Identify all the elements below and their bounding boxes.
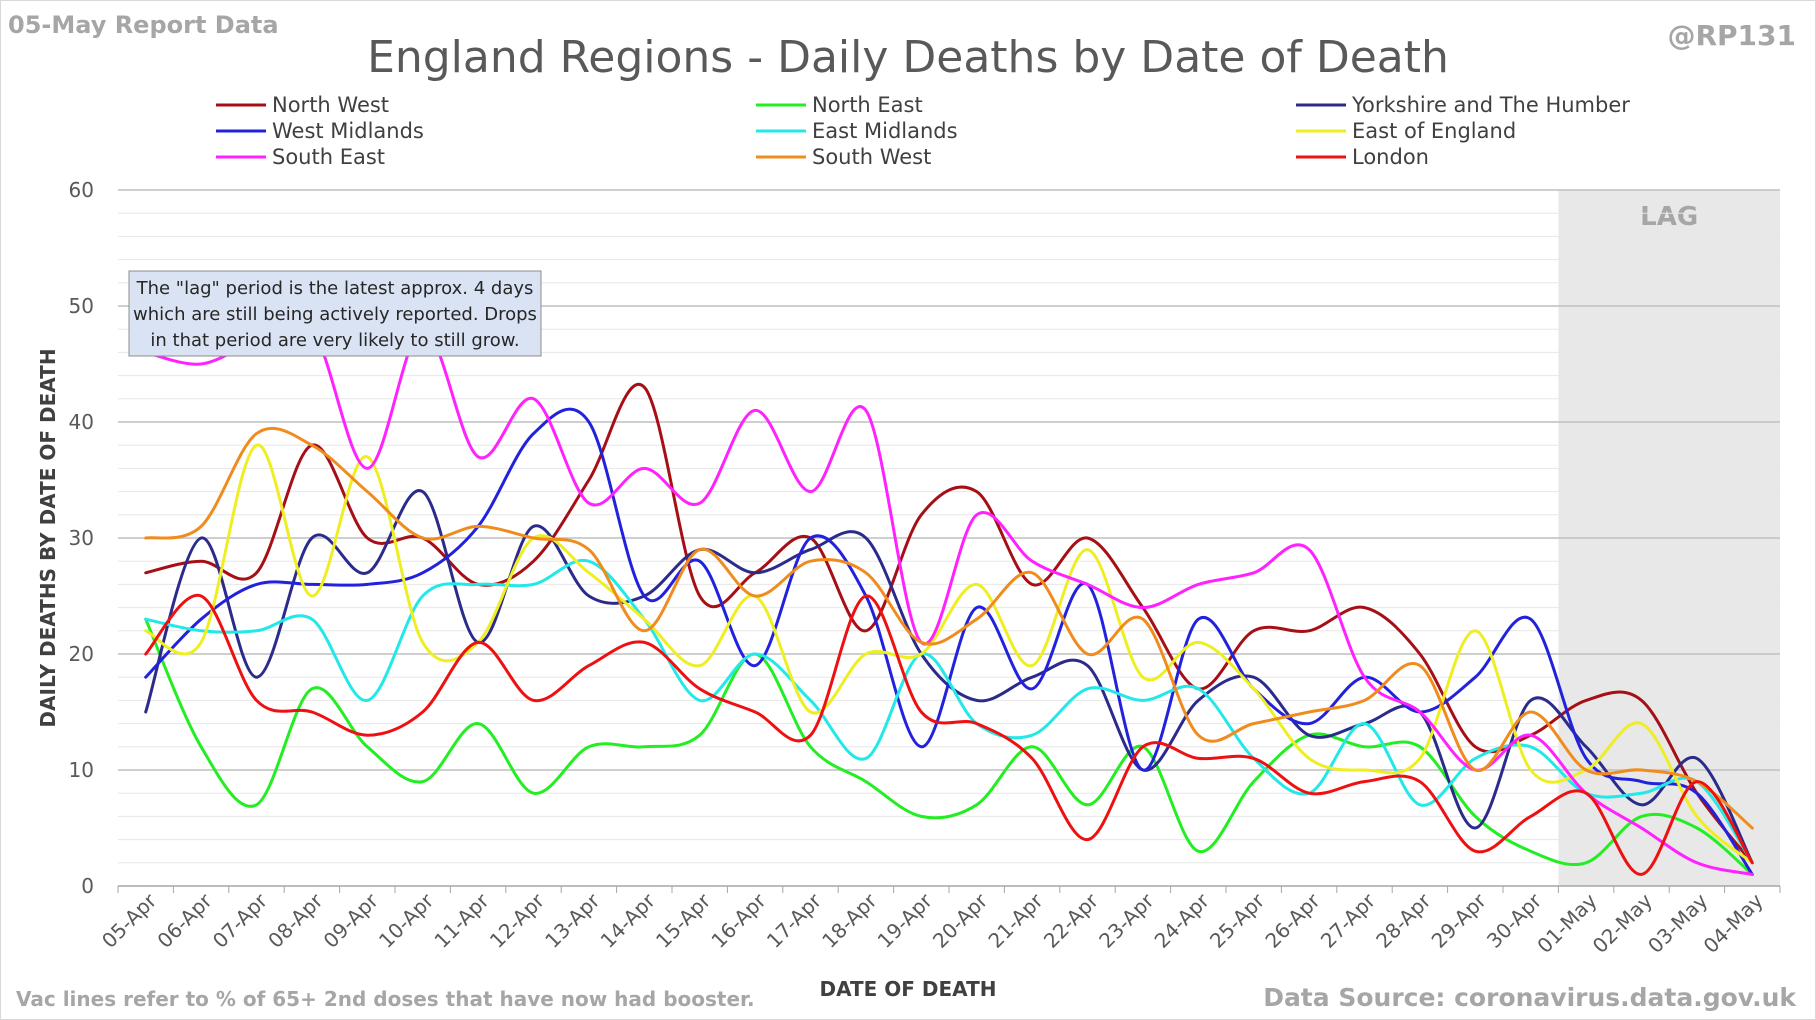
series-line-south-west xyxy=(144,426,1754,830)
y-tick-label: 30 xyxy=(69,526,94,550)
report-date-label: 05-May Report Data xyxy=(8,11,279,39)
x-axis-title: DATE OF DEATH xyxy=(820,977,997,1001)
y-axis-title: DAILY DEATHS BY DATE OF DEATH xyxy=(36,348,60,727)
legend-label-north-east: North East xyxy=(812,93,923,117)
handle-label: @RP131 xyxy=(1667,19,1796,52)
chart-title: England Regions - Daily Deaths by Date o… xyxy=(367,32,1449,83)
series-lines xyxy=(144,319,1754,876)
y-tick-label: 0 xyxy=(81,874,94,898)
lag-label: LAG xyxy=(1640,202,1698,232)
series-line-east-of-england xyxy=(144,443,1754,865)
legend-label-west-midlands: West Midlands xyxy=(272,119,424,143)
legend-label-south-east: South East xyxy=(272,145,385,169)
series-line-london xyxy=(144,593,1754,876)
y-tick-label: 60 xyxy=(69,178,94,202)
lag-note-line-1: The "lag" period is the latest approx. 4… xyxy=(136,278,534,299)
data-source: Data Source: coronavirus.data.gov.uk xyxy=(1263,983,1797,1012)
series-line-north-east xyxy=(144,617,1754,876)
legend-label-south-west: South West xyxy=(812,145,931,169)
legend-label-yorkshire-and-the-humber: Yorkshire and The Humber xyxy=(1351,93,1630,117)
legend: North West North East Yorkshire and The Hu… xyxy=(216,93,1630,169)
lag-note-box xyxy=(128,270,542,357)
legend-label-london: London xyxy=(1352,145,1429,169)
y-tick-label: 20 xyxy=(69,642,94,666)
legend-label-east-of-england: East of England xyxy=(1352,119,1516,143)
y-tick-label: 10 xyxy=(69,758,94,782)
y-tick-label: 50 xyxy=(69,294,94,318)
lag-note-line-3: in that period are very likely to still … xyxy=(150,330,519,351)
series-line-north-west xyxy=(144,382,1754,865)
legend-label-east-midlands: East Midlands xyxy=(812,119,958,143)
legend-label-north-west: North West xyxy=(272,93,389,117)
lag-note: The "lag" period is the latest approx. 4… xyxy=(128,270,542,357)
footnote: Vac lines refer to % of 65+ 2nd doses th… xyxy=(16,987,755,1011)
y-axis: 0 10 20 30 40 50 60 xyxy=(69,178,94,898)
y-tick-label: 40 xyxy=(69,410,94,434)
lag-note-line-2: which are still being actively reported.… xyxy=(133,304,537,325)
series-line-east-midlands xyxy=(144,558,1754,865)
